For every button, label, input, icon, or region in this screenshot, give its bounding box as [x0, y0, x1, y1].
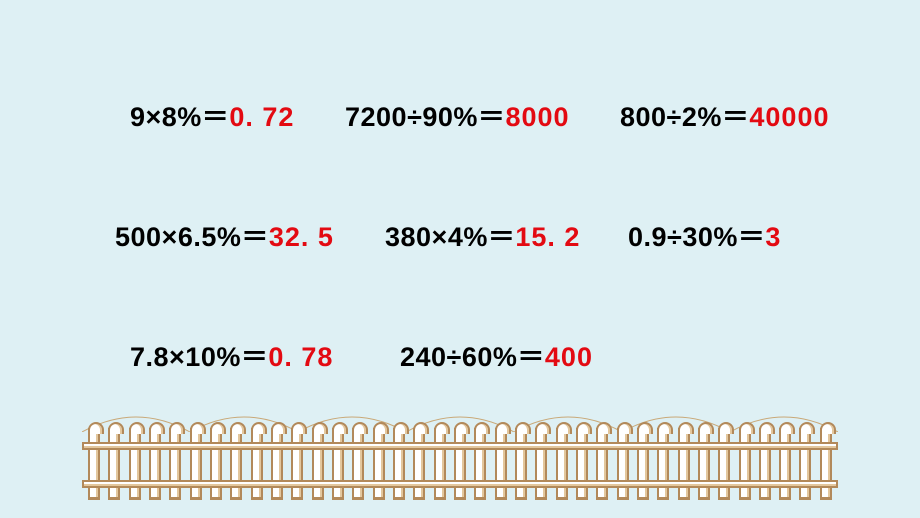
fence-picket — [515, 428, 527, 500]
equation-answer: 400 — [545, 342, 593, 373]
equation-expression: 7.8×10%＝ — [130, 335, 268, 374]
equation: 7.8×10%＝0. 78 — [130, 335, 333, 374]
equation: 9×8%＝0. 72 — [130, 95, 294, 134]
fence-picket — [149, 428, 161, 500]
fence-graphic — [88, 428, 832, 500]
fence-picket — [678, 428, 690, 500]
fence-picket — [637, 428, 649, 500]
fence-picket — [576, 428, 588, 500]
fence-picket — [393, 428, 405, 500]
fence-picket — [617, 428, 629, 500]
fence-picket — [779, 428, 791, 500]
fence-picket — [759, 428, 771, 500]
equation-expression: 0.9÷30%＝ — [628, 215, 765, 254]
fence-picket — [718, 428, 730, 500]
equation: 380×4%＝15. 2 — [385, 215, 580, 254]
fence-picket — [556, 428, 568, 500]
fence-picket — [657, 428, 669, 500]
fence-picket — [129, 428, 141, 500]
equation-expression: 7200÷90%＝ — [345, 95, 505, 134]
equation-expression: 380×4%＝ — [385, 215, 515, 254]
fence-picket — [88, 428, 100, 500]
fence-picket — [190, 428, 202, 500]
fence-picket — [820, 428, 832, 500]
equation-expression: 9×8%＝ — [130, 95, 229, 134]
fence-picket — [474, 428, 486, 500]
fence-picket — [454, 428, 466, 500]
equation-answer: 0. 72 — [229, 102, 294, 133]
equation: 500×6.5%＝32. 5 — [115, 215, 334, 254]
fence-picket — [230, 428, 242, 500]
fence-rail-bottom — [82, 480, 838, 488]
equation-expression: 500×6.5%＝ — [115, 215, 269, 254]
equation-answer: 32. 5 — [269, 222, 334, 253]
equation-answer: 40000 — [749, 102, 829, 133]
fence-picket — [596, 428, 608, 500]
fence-picket — [739, 428, 751, 500]
fence-picket — [495, 428, 507, 500]
fence-picket — [535, 428, 547, 500]
equation: 0.9÷30%＝3 — [628, 215, 781, 254]
fence-picket — [108, 428, 120, 500]
equation: 7200÷90%＝8000 — [345, 95, 570, 134]
fence-picket — [291, 428, 303, 500]
fence-picket — [169, 428, 181, 500]
equation-expression: 240÷60%＝ — [400, 335, 545, 374]
fence-picket — [373, 428, 385, 500]
equation-expression: 800÷2%＝ — [620, 95, 749, 134]
fence-picket — [799, 428, 811, 500]
fence-picket — [312, 428, 324, 500]
fence-picket — [210, 428, 222, 500]
equations-area: 9×8%＝0. 72 7200÷90%＝8000 800÷2%＝40000 500×6… — [0, 0, 920, 430]
fence-picket — [251, 428, 263, 500]
equation: 240÷60%＝400 — [400, 335, 593, 374]
equation-answer: 15. 2 — [515, 222, 580, 253]
fence-picket — [413, 428, 425, 500]
fence-picket — [434, 428, 446, 500]
equation: 800÷2%＝40000 — [620, 95, 829, 134]
equation-answer: 0. 78 — [268, 342, 333, 373]
fence-picket — [698, 428, 710, 500]
equation-answer: 3 — [765, 222, 781, 253]
fence-picket — [332, 428, 344, 500]
fence-picket — [352, 428, 364, 500]
equation-answer: 8000 — [505, 102, 569, 133]
fence-pickets — [88, 428, 832, 500]
fence-rail-top — [82, 442, 838, 450]
fence-picket — [271, 428, 283, 500]
